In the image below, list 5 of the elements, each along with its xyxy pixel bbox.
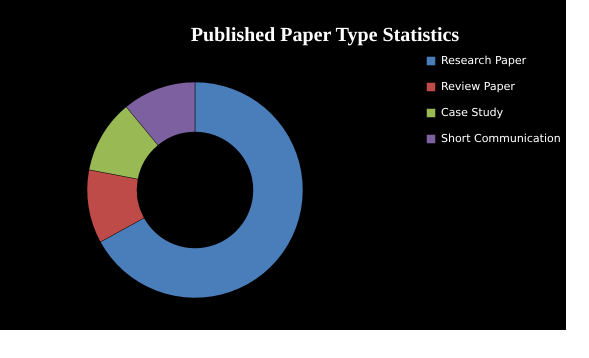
legend-label: Research Paper [441,54,527,67]
legend-label: Short Communication [441,132,561,145]
legend-label: Review Paper [441,80,516,93]
legend-label: Case Study [441,106,504,119]
chart-title: Published Paper Type Statistics [190,24,460,46]
